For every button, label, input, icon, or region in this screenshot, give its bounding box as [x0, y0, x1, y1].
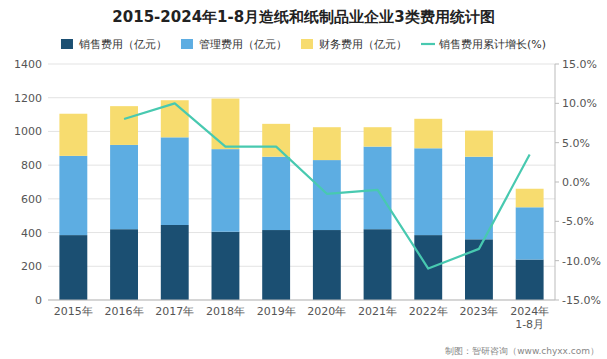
- bar: [110, 106, 138, 145]
- y2-tick: [555, 182, 559, 183]
- legend-item: 管理费用（亿元）: [181, 38, 287, 51]
- x-tick-label: 2022年: [409, 305, 448, 318]
- bar: [313, 230, 341, 300]
- x-tick-label: 2019年: [257, 305, 296, 318]
- y2-tick: [555, 221, 559, 222]
- bar: [414, 148, 442, 235]
- bar: [414, 119, 442, 148]
- x-tick-label: 2024年1-8月: [510, 305, 549, 331]
- y2-tick-label: -5.0%: [562, 215, 594, 228]
- legend-item: 销售费用累计增长(%): [421, 38, 546, 51]
- y-tick-label: 400: [21, 227, 42, 240]
- bar: [212, 99, 240, 150]
- legend-label: 销售费用累计增长(%): [438, 38, 546, 51]
- x-tick-label: 2016年: [105, 305, 144, 318]
- bar: [364, 229, 392, 300]
- background: [0, 0, 607, 359]
- legend-label: 销售费用（亿元）: [78, 38, 167, 51]
- y-tick-label: 1200: [14, 92, 42, 105]
- bar: [161, 225, 189, 300]
- legend-item: 财务费用（亿元）: [301, 38, 407, 51]
- y-tick-label: 1000: [14, 125, 42, 138]
- y-tick-label: 0: [35, 294, 42, 307]
- x-tick-label: 2020年: [307, 305, 346, 318]
- legend-label: 财务费用（亿元）: [319, 38, 407, 51]
- legend-swatch: [301, 39, 313, 49]
- y-tick-label: 600: [21, 193, 42, 206]
- bar: [465, 157, 493, 240]
- y2-tick-label: -15.0%: [562, 294, 601, 307]
- bar: [465, 131, 493, 157]
- y2-tick: [555, 64, 559, 65]
- chart: 2015-2024年1-8月造纸和纸制品业企业3类费用统计图 0 200 400 600…: [0, 0, 607, 359]
- legend-label: 管理费用（亿元）: [199, 38, 287, 51]
- x-tick-label: 2017年: [155, 305, 194, 318]
- bar: [313, 160, 341, 230]
- bar: [364, 147, 392, 230]
- y-tick-label: 800: [21, 159, 42, 172]
- y2-tick-label: 10.0%: [562, 97, 597, 110]
- line: [124, 103, 530, 268]
- grid-line: [48, 300, 555, 301]
- bar: [516, 260, 544, 300]
- legend-swatch: [181, 39, 193, 49]
- title: 2015-2024年1-8月造纸和纸制品业企业3类费用统计图: [112, 8, 494, 26]
- y2-tick-label: 5.0%: [562, 137, 590, 150]
- bar: [161, 137, 189, 225]
- x-tick-label: 2018年: [206, 305, 245, 318]
- legend-item: 销售费用（亿元）: [61, 38, 167, 51]
- grid-line: [48, 64, 555, 65]
- grid: [48, 64, 555, 300]
- legend-swatch: [61, 39, 73, 49]
- y2-tick-label: 0.0%: [562, 176, 590, 189]
- bar: [262, 124, 290, 157]
- footer: 制图：智研咨询（www.chyxx.com）: [445, 346, 599, 356]
- bar: [364, 127, 392, 146]
- y2-tick-label: 15.0%: [562, 58, 597, 71]
- x-axis-line: [48, 300, 555, 301]
- y2-tick: [555, 300, 559, 301]
- bar: [59, 235, 87, 300]
- bar: [313, 127, 341, 160]
- y2-tick-label: -10.0%: [562, 255, 601, 268]
- y2-tick: [555, 103, 559, 104]
- x-tick-label: 2021年: [358, 305, 397, 318]
- bar: [212, 232, 240, 300]
- bar: [110, 229, 138, 300]
- legend-swatch: [421, 43, 435, 45]
- x-tick-label: 2023年: [459, 305, 498, 318]
- y-tick-label: 200: [21, 260, 42, 273]
- legend: 销售费用（亿元） 管理费用（亿元） 财务费用（亿元） 销售费用累计增长(%): [61, 38, 546, 51]
- bar: [516, 207, 544, 259]
- y-tick-label: 1400: [14, 58, 42, 71]
- y2-tick: [555, 260, 559, 261]
- y2-tick: [555, 142, 559, 143]
- bar: [59, 114, 87, 156]
- grid-line: [48, 97, 555, 98]
- bar: [110, 145, 138, 229]
- bar: [516, 189, 544, 208]
- bar: [262, 157, 290, 230]
- bar: [262, 230, 290, 300]
- bar: [212, 149, 240, 232]
- bar: [59, 156, 87, 235]
- x-tick-label: 2015年: [54, 305, 93, 318]
- plot-area: [59, 99, 543, 300]
